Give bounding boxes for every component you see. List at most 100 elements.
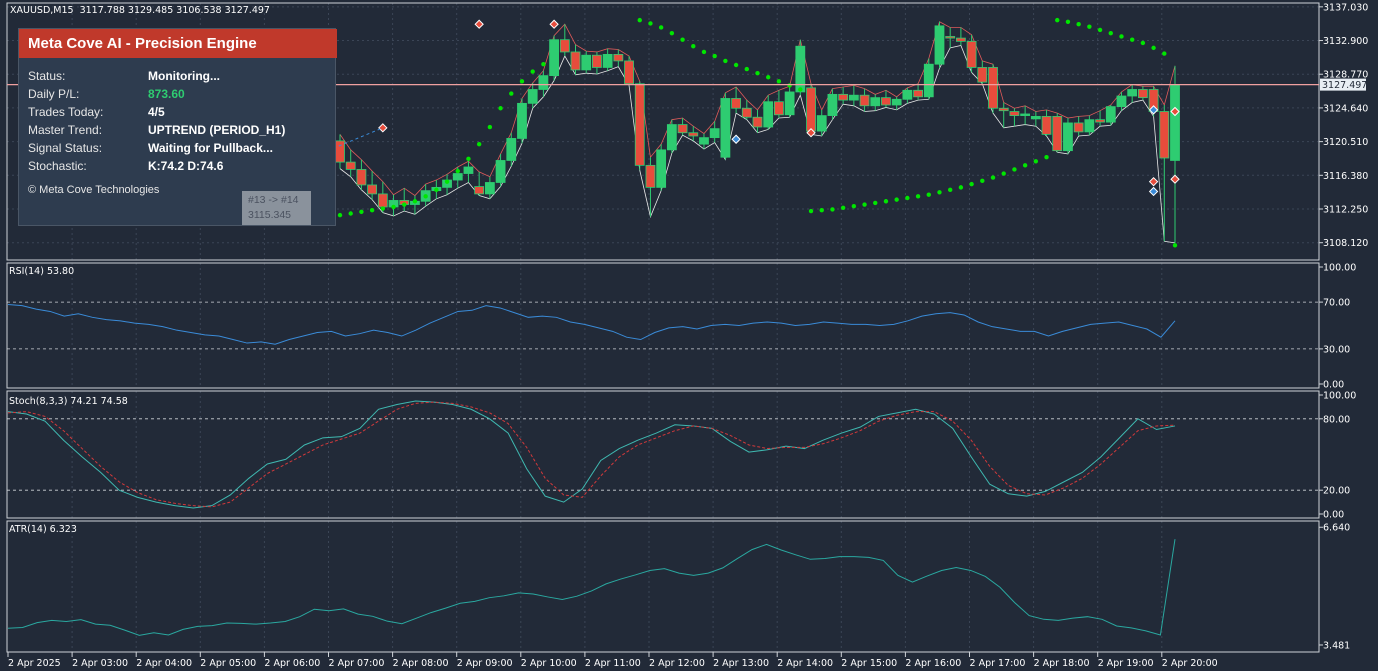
- time-tick-label: 2 Apr 08:00: [393, 658, 449, 669]
- status-label: Status:: [28, 69, 66, 83]
- price-tick-label: 3120.510: [1323, 137, 1368, 148]
- indicator-tick-label: 0.00: [1323, 510, 1344, 521]
- sar-dot: [787, 83, 792, 88]
- sar-dot: [669, 30, 675, 36]
- sar-dot: [434, 187, 439, 193]
- sar-dot: [359, 209, 364, 215]
- price-tick-label: 3132.900: [1323, 36, 1368, 47]
- trades-today-value: 4/5: [148, 105, 165, 119]
- price-panel[interactable]: [7, 17, 1319, 248]
- bear-candle: [988, 67, 998, 109]
- sar-dot: [680, 37, 685, 42]
- main-border: [6, 2, 1320, 261]
- time-tick-label: 2 Apr 20:00: [1162, 658, 1218, 669]
- atr-border: [6, 520, 1320, 653]
- bear-candle: [838, 93, 849, 101]
- sar-dot: [1022, 163, 1028, 168]
- bear-candle: [913, 89, 923, 98]
- sar-dot: [1119, 34, 1124, 39]
- indicator-tick-label: 100.00: [1323, 391, 1356, 402]
- panel-borders: [6, 2, 1320, 653]
- bull-candle: [1116, 95, 1127, 108]
- sar-dot: [798, 87, 803, 92]
- bull-candle: [666, 124, 677, 151]
- bear-candle: [645, 164, 656, 188]
- bull-candle: [709, 128, 720, 139]
- tooltip-trade-ids: #13 -> #14: [248, 194, 299, 206]
- bear-candle: [945, 36, 956, 39]
- atr-panel[interactable]: [7, 539, 1176, 636]
- sar-dot: [776, 79, 782, 84]
- sar-dot: [637, 17, 642, 23]
- bull-candle: [720, 98, 731, 158]
- bear-candle: [955, 37, 966, 42]
- price-tick-label: 3128.770: [1323, 70, 1368, 81]
- sar-dot: [1140, 40, 1146, 46]
- sar-dot: [894, 197, 899, 202]
- sar-dot: [337, 212, 343, 218]
- bear-candle: [377, 193, 388, 208]
- sar-dot: [658, 25, 664, 30]
- indicator-tick-label: 30.00: [1323, 344, 1350, 355]
- trade-marker: [474, 19, 484, 29]
- bull-candle: [848, 94, 859, 101]
- bear-candle: [752, 116, 763, 128]
- sar-dot: [519, 79, 525, 84]
- rsi-panel[interactable]: [7, 301, 1319, 350]
- sar-dot: [915, 194, 921, 199]
- time-tick-label: 2 Apr 04:00: [136, 658, 192, 669]
- bull-candle: [484, 182, 495, 195]
- bear-candle: [806, 87, 816, 132]
- sar-dot: [969, 181, 974, 187]
- bull-candle: [1127, 89, 1138, 97]
- bear-candle: [1073, 122, 1084, 133]
- bear-candle: [1041, 116, 1052, 135]
- indicator-tick-label: 80.00: [1323, 414, 1350, 425]
- sar-dot: [905, 195, 910, 201]
- sar-dot: [873, 200, 878, 206]
- bear-candle: [977, 67, 988, 83]
- tooltip-price: 3115.345: [248, 209, 292, 221]
- axes: 2 Apr 2025 2 Apr 03:00 2 Apr 04:00 2 Apr 05…: [7, 2, 1368, 669]
- daily-pl-label: Daily P/L:: [28, 87, 80, 101]
- sar-dot: [883, 199, 889, 204]
- sar-dot: [487, 124, 493, 130]
- price-tick-label: 3137.030: [1323, 2, 1368, 13]
- bear-candle: [624, 60, 634, 85]
- indicator-tick-label: 100.00: [1323, 263, 1356, 274]
- sar-dot: [444, 179, 450, 184]
- time-tick-label: 2 Apr 11:00: [585, 658, 641, 669]
- price-tick-label: 3108.120: [1323, 238, 1368, 249]
- trade-marker: [1148, 105, 1159, 115]
- rsi-label: RSI(14) 53.80: [9, 266, 74, 277]
- sar-dot: [391, 204, 396, 210]
- time-tick-label: 2 Apr 12:00: [649, 658, 705, 669]
- bull-candle: [1170, 84, 1180, 161]
- sar-dot: [1129, 37, 1135, 42]
- time-tick-label: 2 Apr 07:00: [329, 658, 385, 669]
- stoch-border: [6, 390, 1320, 519]
- bear-candle: [731, 98, 741, 109]
- bull-candle: [517, 102, 527, 139]
- bull-candle: [1084, 119, 1095, 133]
- trade-marker: [378, 123, 388, 133]
- bear-candle: [474, 186, 485, 195]
- status-value: Monitoring...: [148, 69, 220, 83]
- stochastic-label: Stochastic:: [28, 159, 87, 173]
- sar-dot: [1151, 45, 1156, 51]
- bull-candle: [1105, 106, 1116, 123]
- time-tick-label: 2 Apr 15:00: [841, 658, 897, 669]
- bull-candle: [656, 149, 667, 188]
- sar-dot: [701, 49, 707, 55]
- sar-dot: [541, 61, 546, 67]
- bear-candle: [1009, 111, 1020, 116]
- stoch-panel[interactable]: [7, 400, 1319, 509]
- bull-candle: [538, 75, 549, 90]
- bear-candle: [570, 51, 581, 71]
- sar-dot: [712, 53, 717, 59]
- current-price-badge: [1320, 78, 1366, 91]
- sar-dot: [1097, 27, 1103, 33]
- rsi-border: [6, 262, 1320, 389]
- time-tick-label: 2 Apr 05:00: [200, 658, 256, 669]
- time-tick-label: 2 Apr 13:00: [713, 658, 769, 669]
